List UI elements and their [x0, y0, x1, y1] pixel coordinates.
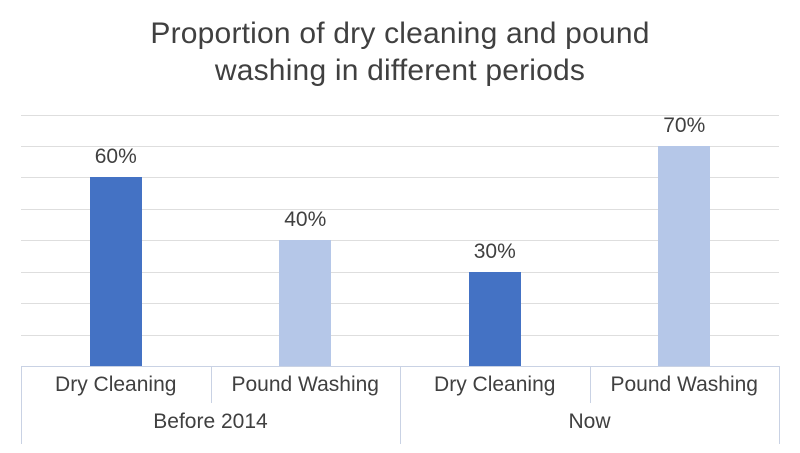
bar-dry-cleaning — [89, 177, 142, 366]
axis-left-border — [21, 366, 22, 444]
bar-dry-cleaning — [468, 271, 521, 366]
category-label-pound-washing: Pound Washing — [231, 373, 379, 396]
group-divider — [400, 366, 401, 444]
gridline-10pct — [21, 334, 779, 336]
gridline-30pct — [21, 271, 779, 273]
gridline-70pct — [21, 146, 779, 148]
category-label-dry-cleaning: Dry Cleaning — [55, 373, 177, 396]
gridline-80pct — [21, 114, 779, 116]
group-label-before-2014: Before 2014 — [153, 410, 268, 433]
category-label-dry-cleaning: Dry Cleaning — [434, 373, 556, 396]
value-label-dry-cleaning: 60% — [94, 145, 137, 169]
chart-title-line-2: washing in different periods — [214, 54, 586, 87]
group-label-now: Now — [568, 410, 611, 433]
gridline-50pct — [21, 208, 779, 210]
axis-right-border — [779, 366, 780, 444]
value-label-pound-washing: 40% — [284, 208, 327, 232]
category-divider — [589, 366, 591, 403]
bar-pound-washing — [658, 146, 711, 366]
gridline-40pct — [21, 240, 779, 242]
chart-title: Proportion of dry cleaning and pound was… — [0, 15, 800, 89]
category-divider — [210, 366, 212, 403]
gridline-60pct — [21, 177, 779, 179]
category-label-pound-washing: Pound Washing — [610, 373, 758, 396]
value-label-pound-washing: 70% — [663, 114, 706, 138]
bar-pound-washing — [279, 240, 332, 366]
value-label-dry-cleaning: 30% — [473, 239, 516, 263]
gridline-20pct — [21, 303, 779, 305]
chart-title-line-1: Proportion of dry cleaning and pound — [150, 17, 650, 50]
